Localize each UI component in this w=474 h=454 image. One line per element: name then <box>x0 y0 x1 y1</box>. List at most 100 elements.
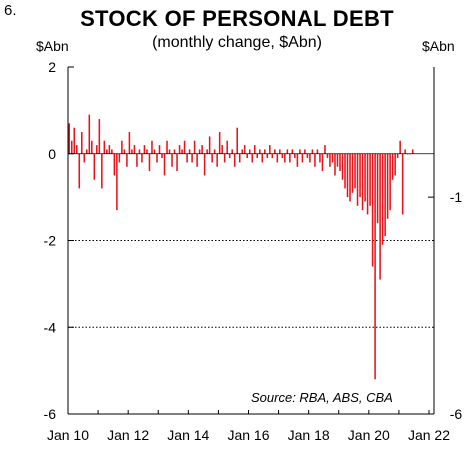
data-bar <box>274 149 276 154</box>
data-bar <box>166 140 168 154</box>
data-bar <box>404 149 406 154</box>
data-bar <box>309 153 311 163</box>
data-bar <box>253 145 256 154</box>
data-bar <box>341 153 344 180</box>
data-bar <box>131 149 133 154</box>
data-bar <box>364 153 366 202</box>
data-bar <box>339 153 341 172</box>
data-bar <box>351 153 354 193</box>
data-bar <box>201 145 203 154</box>
data-bar <box>78 153 81 189</box>
data-bar <box>291 149 294 154</box>
data-bar <box>369 153 371 206</box>
data-bar <box>326 153 329 159</box>
data-bar <box>173 149 176 154</box>
y-tick-label: 0 <box>48 146 56 162</box>
data-bar <box>81 132 83 154</box>
data-bar <box>83 153 86 163</box>
data-bar <box>238 153 241 163</box>
x-tick-label: Jan 20 <box>348 427 390 443</box>
data-bar <box>266 153 269 159</box>
data-bar <box>206 149 208 154</box>
data-bar <box>86 149 88 154</box>
data-bar <box>231 149 233 154</box>
data-bar <box>171 153 173 167</box>
data-bar <box>93 153 96 180</box>
data-bar <box>321 153 324 172</box>
data-bar <box>68 123 71 154</box>
data-bar <box>384 153 386 237</box>
data-bar <box>121 140 123 154</box>
data-bar <box>98 119 101 154</box>
right-axis-unit: $Abn <box>422 38 455 54</box>
x-tick-label: Jan 22 <box>408 427 450 443</box>
data-bar <box>401 153 404 215</box>
data-bar <box>349 153 351 202</box>
data-bar <box>168 149 171 154</box>
axes <box>67 66 435 415</box>
x-tick-label: Jan 10 <box>47 427 89 443</box>
data-bar <box>276 153 279 163</box>
left-axis-unit: $Abn <box>36 38 69 54</box>
data-bar <box>389 153 391 211</box>
data-bar <box>258 149 261 154</box>
data-bar <box>399 140 401 154</box>
data-bar <box>256 153 259 159</box>
data-bar <box>366 153 369 215</box>
y-tick-label: -4 <box>44 319 57 335</box>
data-bar <box>233 153 236 167</box>
data-bar <box>306 153 309 159</box>
data-bar <box>361 153 364 211</box>
data-bar <box>359 153 361 198</box>
data-bar <box>394 153 396 176</box>
data-bar <box>371 153 374 267</box>
data-bar <box>304 149 306 154</box>
data-bar <box>376 153 379 224</box>
data-bar <box>336 153 339 167</box>
data-bar <box>221 145 223 154</box>
data-bar <box>216 153 218 167</box>
data-bar <box>329 153 331 167</box>
data-bar <box>91 140 93 154</box>
data-bar <box>146 149 148 154</box>
data-bar <box>314 153 316 167</box>
data-bar <box>284 153 286 163</box>
data-bar <box>311 149 314 154</box>
x-tick-label: Jan 12 <box>107 427 149 443</box>
bar-series <box>68 114 414 380</box>
data-bar <box>374 153 376 380</box>
y-tick-label: 2 <box>48 59 56 75</box>
y-tick-label: -6 <box>44 406 57 422</box>
data-bar <box>391 153 394 180</box>
data-bar <box>331 153 334 163</box>
data-bar <box>191 153 193 163</box>
data-bar <box>281 153 284 159</box>
data-bar <box>356 153 359 206</box>
data-bar <box>344 153 346 189</box>
data-bar <box>218 132 221 154</box>
data-bar <box>138 149 141 154</box>
data-bar <box>261 153 264 163</box>
chart-title: STOCK OF PERSONAL DEBT <box>80 6 394 31</box>
data-bar <box>381 153 384 245</box>
x-tick-label: Jan 18 <box>288 427 330 443</box>
tick-labels: 2 0 -2 -4 -6 -1 -6 Jan 10 Jan 12 Jan 14 Jan 16 Jan … <box>44 59 463 443</box>
data-bar <box>113 153 116 176</box>
source-note: Source: RBA, ABS, CBA <box>251 390 393 405</box>
data-bar <box>158 145 161 154</box>
data-bar <box>243 145 246 154</box>
data-bar <box>223 153 226 163</box>
data-bar <box>271 153 274 159</box>
data-bar <box>411 149 414 154</box>
data-bar <box>211 153 213 163</box>
data-bar <box>151 140 153 154</box>
data-bar <box>101 153 103 189</box>
data-bar <box>118 153 121 163</box>
data-bar <box>289 153 291 163</box>
data-bar <box>226 140 228 154</box>
data-bar <box>163 153 166 176</box>
data-bar <box>386 153 389 219</box>
data-bar <box>111 149 113 154</box>
data-bar <box>156 153 158 163</box>
data-bar <box>316 149 319 154</box>
